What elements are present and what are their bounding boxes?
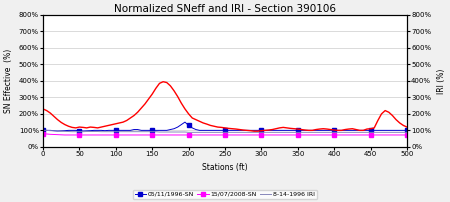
15/07/2008-SN [262, 134, 268, 136]
05/11/1996-SN [135, 128, 140, 131]
15/07/2008-SN [40, 133, 46, 135]
15/07/2008-SN [404, 134, 410, 136]
X-axis label: Stations (ft): Stations (ft) [202, 163, 248, 171]
05/11/1996-SN [215, 129, 220, 132]
Y-axis label: IRI (%): IRI (%) [437, 68, 446, 94]
Line: 15/07/2008-SN: 15/07/2008-SN [41, 132, 409, 137]
8-14-1996 IRI [262, 131, 268, 134]
8-14-1996 IRI [317, 131, 322, 134]
8-14-1996 IRI [404, 131, 410, 134]
05/11/1996-SN [40, 129, 46, 132]
Y-axis label: SN Effective  (%): SN Effective (%) [4, 49, 13, 113]
Legend: 05/11/1996-SN, 15/07/2008-SN, 8-14-1996 IRI: 05/11/1996-SN, 15/07/2008-SN, 8-14-1996 … [133, 190, 317, 199]
Title: Normalized SNeff and IRI - Section 390106: Normalized SNeff and IRI - Section 39010… [114, 4, 336, 14]
8-14-1996 IRI [66, 130, 71, 133]
8-14-1996 IRI [212, 131, 217, 134]
15/07/2008-SN [62, 134, 68, 136]
Line: 8-14-1996 IRI: 8-14-1996 IRI [43, 130, 407, 132]
05/11/1996-SN [302, 129, 308, 132]
15/07/2008-SN [135, 134, 140, 136]
8-14-1996 IRI [40, 129, 46, 132]
Line: 05/11/1996-SN: 05/11/1996-SN [41, 120, 409, 133]
15/07/2008-SN [317, 134, 322, 136]
05/11/1996-SN [320, 129, 326, 132]
15/07/2008-SN [69, 134, 75, 136]
15/07/2008-SN [299, 134, 304, 136]
8-14-1996 IRI [186, 131, 191, 134]
8-14-1996 IRI [299, 131, 304, 134]
15/07/2008-SN [212, 134, 217, 136]
05/11/1996-SN [69, 129, 75, 132]
05/11/1996-SN [266, 129, 271, 132]
05/11/1996-SN [55, 130, 60, 132]
05/11/1996-SN [182, 121, 188, 123]
05/11/1996-SN [404, 129, 410, 132]
8-14-1996 IRI [131, 130, 137, 133]
